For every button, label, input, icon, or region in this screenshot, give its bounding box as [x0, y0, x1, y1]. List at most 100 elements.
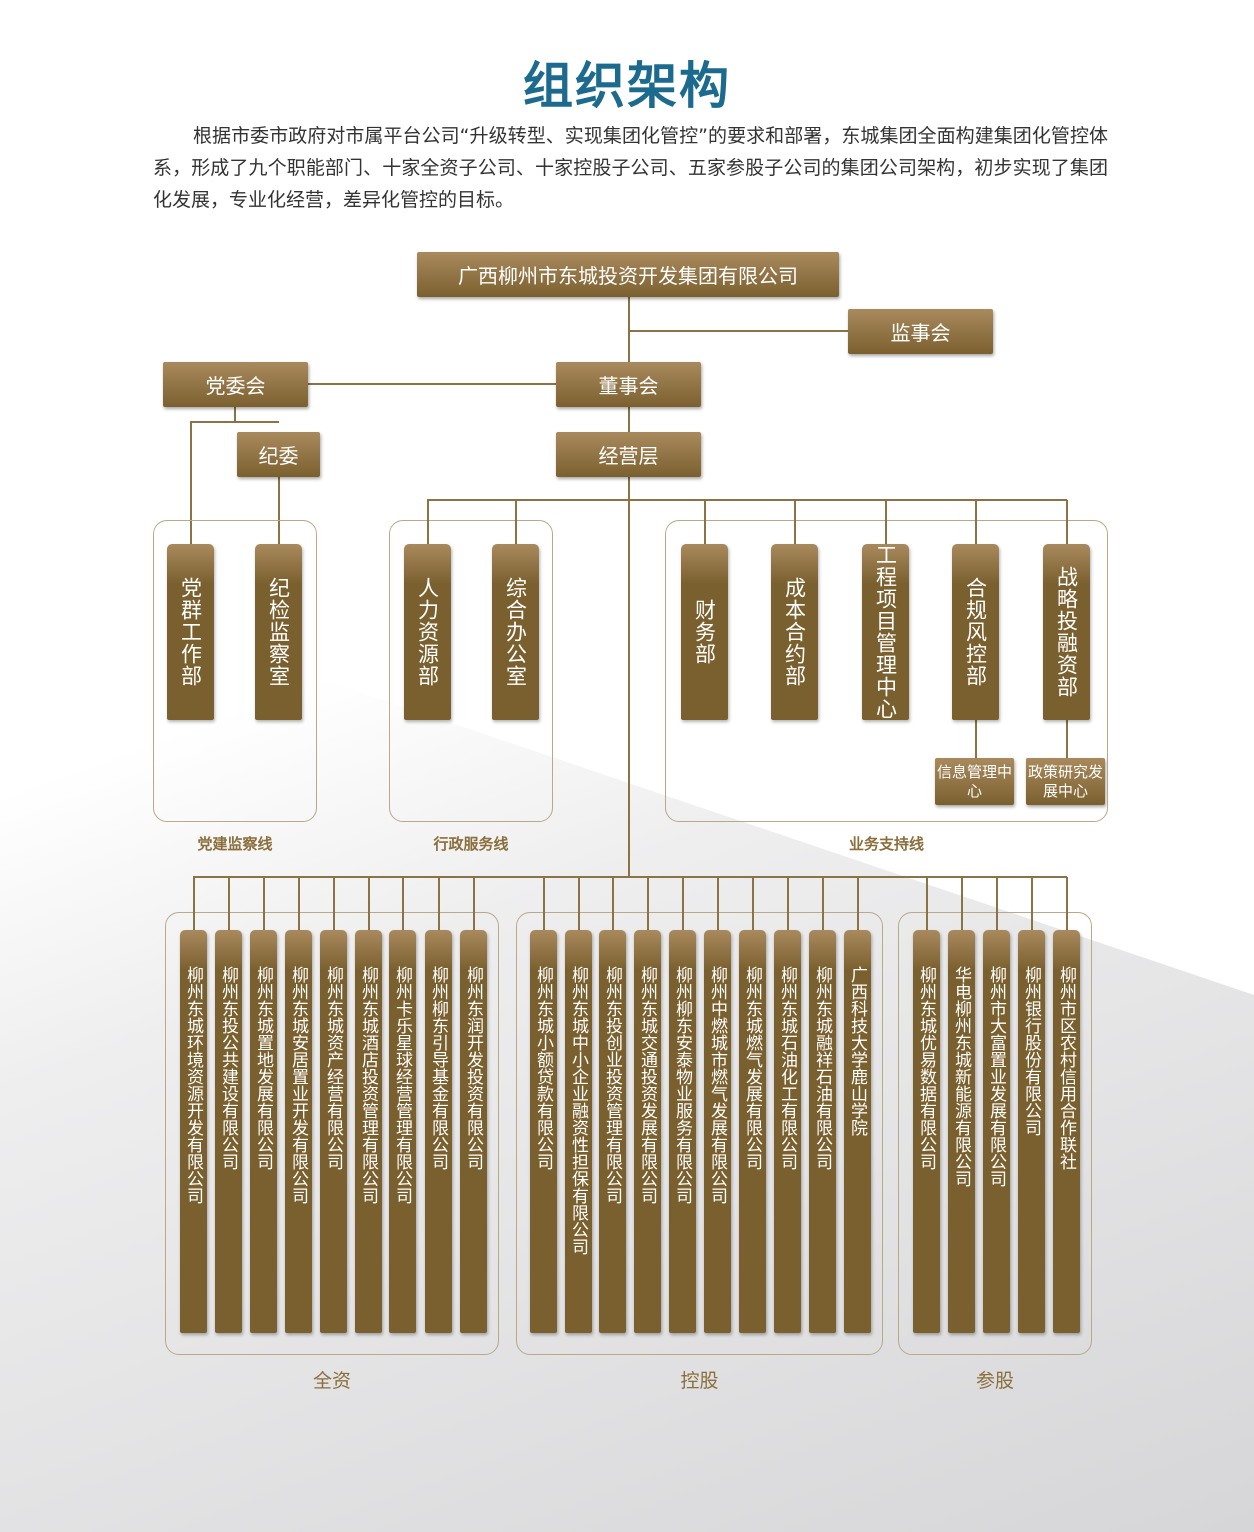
connector-line: [996, 877, 998, 930]
company-group-label: 参股: [975, 1370, 1015, 1392]
connector-line: [368, 877, 370, 930]
info-center-box: 信息管理中心: [935, 758, 1014, 805]
company-label: 柳州东城石油化工有限公司: [777, 966, 797, 1170]
department-box: 工程项目管理中心: [862, 544, 909, 720]
department-line-label: 行政服务线: [433, 835, 509, 853]
connector-line: [543, 877, 545, 930]
connector-line: [885, 500, 887, 544]
company-label: 华电柳州东城新能源有限公司: [951, 966, 971, 1187]
company-label: 柳州柳东安泰物业服务有限公司: [672, 966, 692, 1204]
intro-paragraph: 根据市委市政府对市属平台公司“升级转型、实现集团化管控”的要求和部署，东城集团全…: [153, 125, 1108, 211]
department-box: 合规风控部: [952, 544, 999, 720]
company-label: 柳州中燃城市燃气发展有限公司: [707, 966, 727, 1204]
connector-line: [975, 500, 977, 544]
company-box: 柳州东城安居置业开发有限公司: [285, 930, 312, 1333]
department-line-label: 业务支持线: [848, 835, 925, 853]
company-box: 柳州东城融祥石油有限公司: [809, 930, 836, 1333]
company-box: 柳州柳东引导基金有限公司: [425, 930, 452, 1333]
company-label: 柳州东城融祥石油有限公司: [812, 966, 832, 1170]
company-label: 广西科技大学鹿山学院: [847, 966, 867, 1136]
policy-center-box: 政策研究发展中心: [1026, 758, 1105, 805]
company-box: 柳州东城环境资源开发有限公司: [180, 930, 207, 1333]
company-label: 柳州东城置地发展有限公司: [253, 966, 273, 1170]
connector-line: [473, 877, 475, 930]
connector-line: [787, 877, 789, 930]
connector-line: [628, 330, 848, 332]
company-box: 柳州中燃城市燃气发展有限公司: [704, 930, 731, 1333]
page-title: 组织架构: [523, 57, 731, 115]
company-box: 柳州卡乐星球经营管理有限公司: [389, 930, 416, 1333]
company-box: 柳州东城中小企业融资性担保有限公司: [565, 930, 592, 1333]
company-box: 柳州东城置地发展有限公司: [250, 930, 277, 1333]
company-label: 柳州市区农村信用合作联社: [1056, 966, 1076, 1170]
company-box: 柳州东城优易数据有限公司: [913, 930, 940, 1333]
connector-line: [298, 877, 300, 930]
connector-line: [278, 477, 280, 544]
connector-line: [308, 383, 556, 385]
department-label: 财务部: [692, 599, 717, 665]
company-label: 柳州东城小额贷款有限公司: [533, 966, 553, 1170]
company-box: 柳州东城资产经营有限公司: [320, 930, 347, 1333]
connector-line: [193, 876, 1067, 878]
connector-line: [704, 500, 706, 544]
connector-line: [628, 297, 630, 877]
connector-line: [647, 877, 649, 930]
company-box: 柳州市大富置业发展有限公司: [983, 930, 1010, 1333]
connector-line: [612, 877, 614, 930]
department-box: 综合办公室: [492, 544, 539, 720]
company-group-label: 全资: [312, 1370, 352, 1392]
company-label: 柳州东城资产经营有限公司: [323, 966, 343, 1170]
department-label: 综合办公室: [503, 577, 528, 687]
connector-line: [1031, 877, 1033, 930]
connector-line: [427, 500, 429, 544]
department-box: 财务部: [681, 544, 728, 720]
management-box: 经营层: [556, 432, 701, 477]
connector-line: [515, 500, 517, 544]
company-label: 柳州东城中小企业融资性担保有限公司: [568, 966, 588, 1255]
connector-line: [717, 877, 719, 930]
company-box: 广西科技大学鹿山学院: [844, 930, 871, 1333]
department-box: 纪检监察室: [255, 544, 302, 720]
company-label: 柳州东城环境资源开发有限公司: [183, 966, 203, 1204]
company-box: 柳州银行股份有限公司: [1018, 930, 1045, 1333]
company-label: 柳州柳东引导基金有限公司: [428, 966, 448, 1170]
company-label: 柳州东城安居置业开发有限公司: [288, 966, 308, 1204]
company-box: 柳州柳东安泰物业服务有限公司: [669, 930, 696, 1333]
connector-line: [926, 877, 928, 930]
connector-line: [427, 499, 1067, 501]
department-box: 成本合约部: [771, 544, 818, 720]
connector-line: [1066, 877, 1068, 930]
department-box: 战略投融资部: [1043, 544, 1090, 720]
department-label: 成本合约部: [782, 577, 807, 687]
connector-line: [794, 500, 796, 544]
company-label: 柳州东投公共建设有限公司: [218, 966, 238, 1170]
company-box: 柳州东润开发投资有限公司: [460, 930, 487, 1333]
company-box: 柳州东城酒店投资管理有限公司: [355, 930, 382, 1333]
department-line-label: 党建监察线: [197, 835, 273, 853]
connector-line: [402, 877, 404, 930]
department-label: 纪检监察室: [266, 577, 291, 687]
connector-line: [961, 877, 963, 930]
connector-line: [578, 877, 580, 930]
department-label: 人力资源部: [415, 577, 440, 687]
company-label: 柳州东城交通投资发展有限公司: [637, 966, 657, 1204]
connector-line: [682, 877, 684, 930]
company-box: 柳州市区农村信用合作联社: [1053, 930, 1080, 1333]
company-box: 柳州东城小额贷款有限公司: [530, 930, 557, 1333]
company-label: 柳州东城优易数据有限公司: [916, 966, 936, 1170]
connector-line: [333, 877, 335, 930]
company-group-outline: [516, 912, 883, 1355]
connector-line: [190, 421, 192, 544]
discipline-box: 纪委: [237, 432, 320, 477]
department-label: 合规风控部: [963, 577, 988, 687]
company-box: 华电柳州东城新能源有限公司: [948, 930, 975, 1333]
department-box: 党群工作部: [167, 544, 214, 720]
company-label: 柳州东润开发投资有限公司: [463, 966, 483, 1170]
department-group-outline: [389, 520, 553, 822]
connector-line: [857, 877, 859, 930]
department-label: 党群工作部: [178, 577, 203, 687]
connector-line: [752, 877, 754, 930]
company-box: 柳州东投创业投资管理有限公司: [599, 930, 626, 1333]
connector-line: [1066, 720, 1068, 758]
company-label: 柳州东城酒店投资管理有限公司: [358, 966, 378, 1204]
